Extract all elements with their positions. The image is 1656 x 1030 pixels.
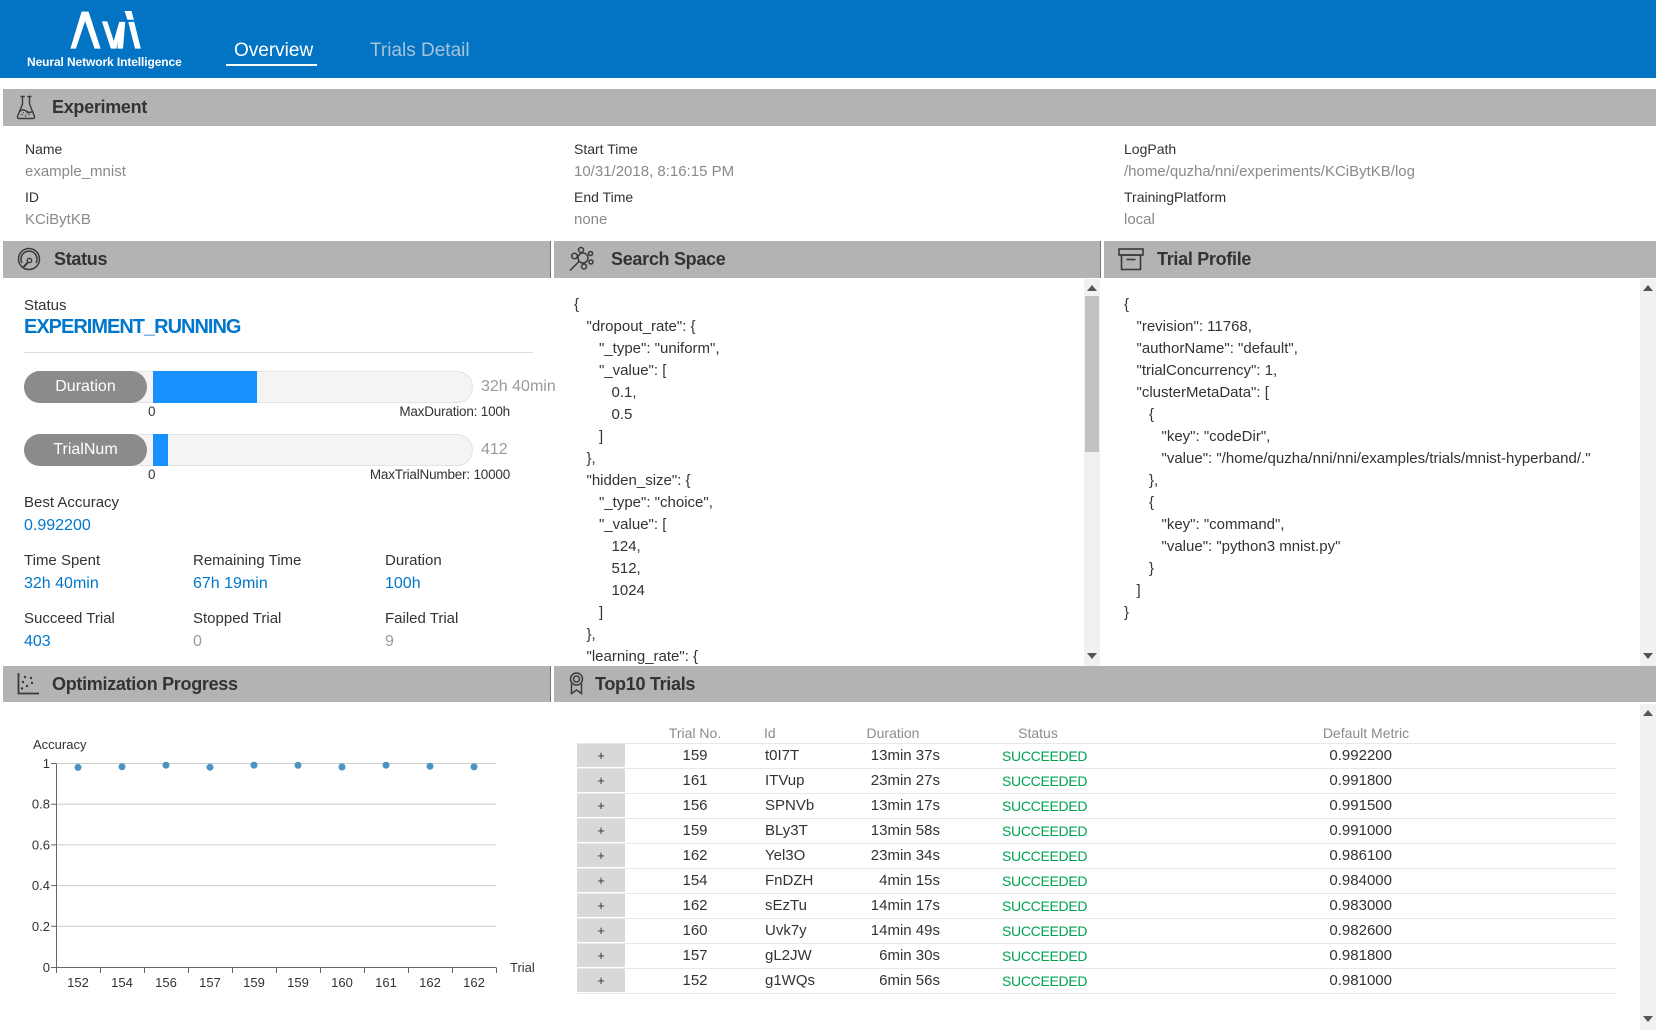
svg-text:Trial: Trial	[510, 960, 535, 975]
svg-text:159: 159	[243, 975, 265, 990]
svg-text:152: 152	[67, 975, 89, 990]
svg-text:160: 160	[331, 975, 353, 990]
svg-text:156: 156	[155, 975, 177, 990]
svg-text:0.4: 0.4	[32, 878, 50, 893]
svg-text:162: 162	[463, 975, 485, 990]
svg-text:161: 161	[375, 975, 397, 990]
svg-text:162: 162	[419, 975, 441, 990]
svg-text:0.2: 0.2	[32, 919, 50, 934]
svg-text:0.6: 0.6	[32, 837, 50, 852]
svg-text:0: 0	[43, 960, 50, 975]
svg-text:159: 159	[287, 975, 309, 990]
svg-text:157: 157	[199, 975, 221, 990]
svg-text:1: 1	[43, 756, 50, 771]
svg-text:0.8: 0.8	[32, 797, 50, 812]
svg-text:154: 154	[111, 975, 133, 990]
